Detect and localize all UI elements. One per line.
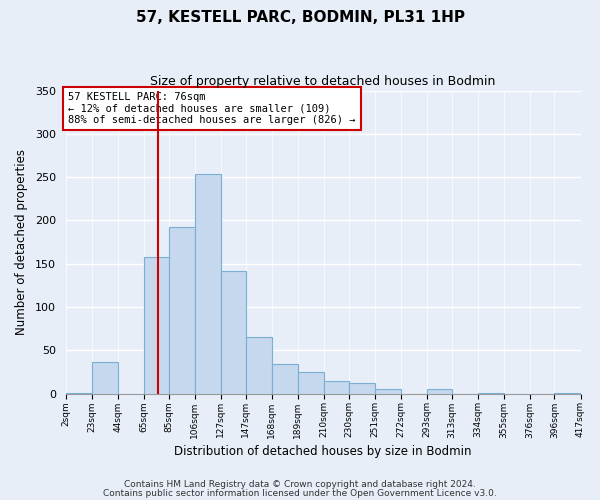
Y-axis label: Number of detached properties: Number of detached properties (15, 149, 28, 335)
X-axis label: Distribution of detached houses by size in Bodmin: Distribution of detached houses by size … (175, 444, 472, 458)
Bar (144, 257, 169, 394)
Bar (66, 392, 92, 394)
Bar (324, 380, 349, 394)
Bar (195, 174, 221, 394)
Bar (221, 270, 245, 394)
Bar (427, 389, 452, 394)
Bar (92, 362, 118, 394)
Bar (478, 392, 503, 394)
Bar (298, 372, 324, 394)
Bar (554, 392, 581, 394)
Bar (349, 383, 374, 394)
Text: 57 KESTELL PARC: 76sqm
← 12% of detached houses are smaller (109)
88% of semi-de: 57 KESTELL PARC: 76sqm ← 12% of detached… (68, 92, 356, 126)
Bar (245, 338, 272, 394)
Bar (272, 364, 298, 394)
Bar (374, 389, 401, 394)
Text: Contains HM Land Registry data © Crown copyright and database right 2024.: Contains HM Land Registry data © Crown c… (124, 480, 476, 489)
Bar (169, 228, 195, 394)
Text: Contains public sector information licensed under the Open Government Licence v3: Contains public sector information licen… (103, 488, 497, 498)
Text: 57, KESTELL PARC, BODMIN, PL31 1HP: 57, KESTELL PARC, BODMIN, PL31 1HP (136, 10, 464, 25)
Title: Size of property relative to detached houses in Bodmin: Size of property relative to detached ho… (151, 75, 496, 88)
